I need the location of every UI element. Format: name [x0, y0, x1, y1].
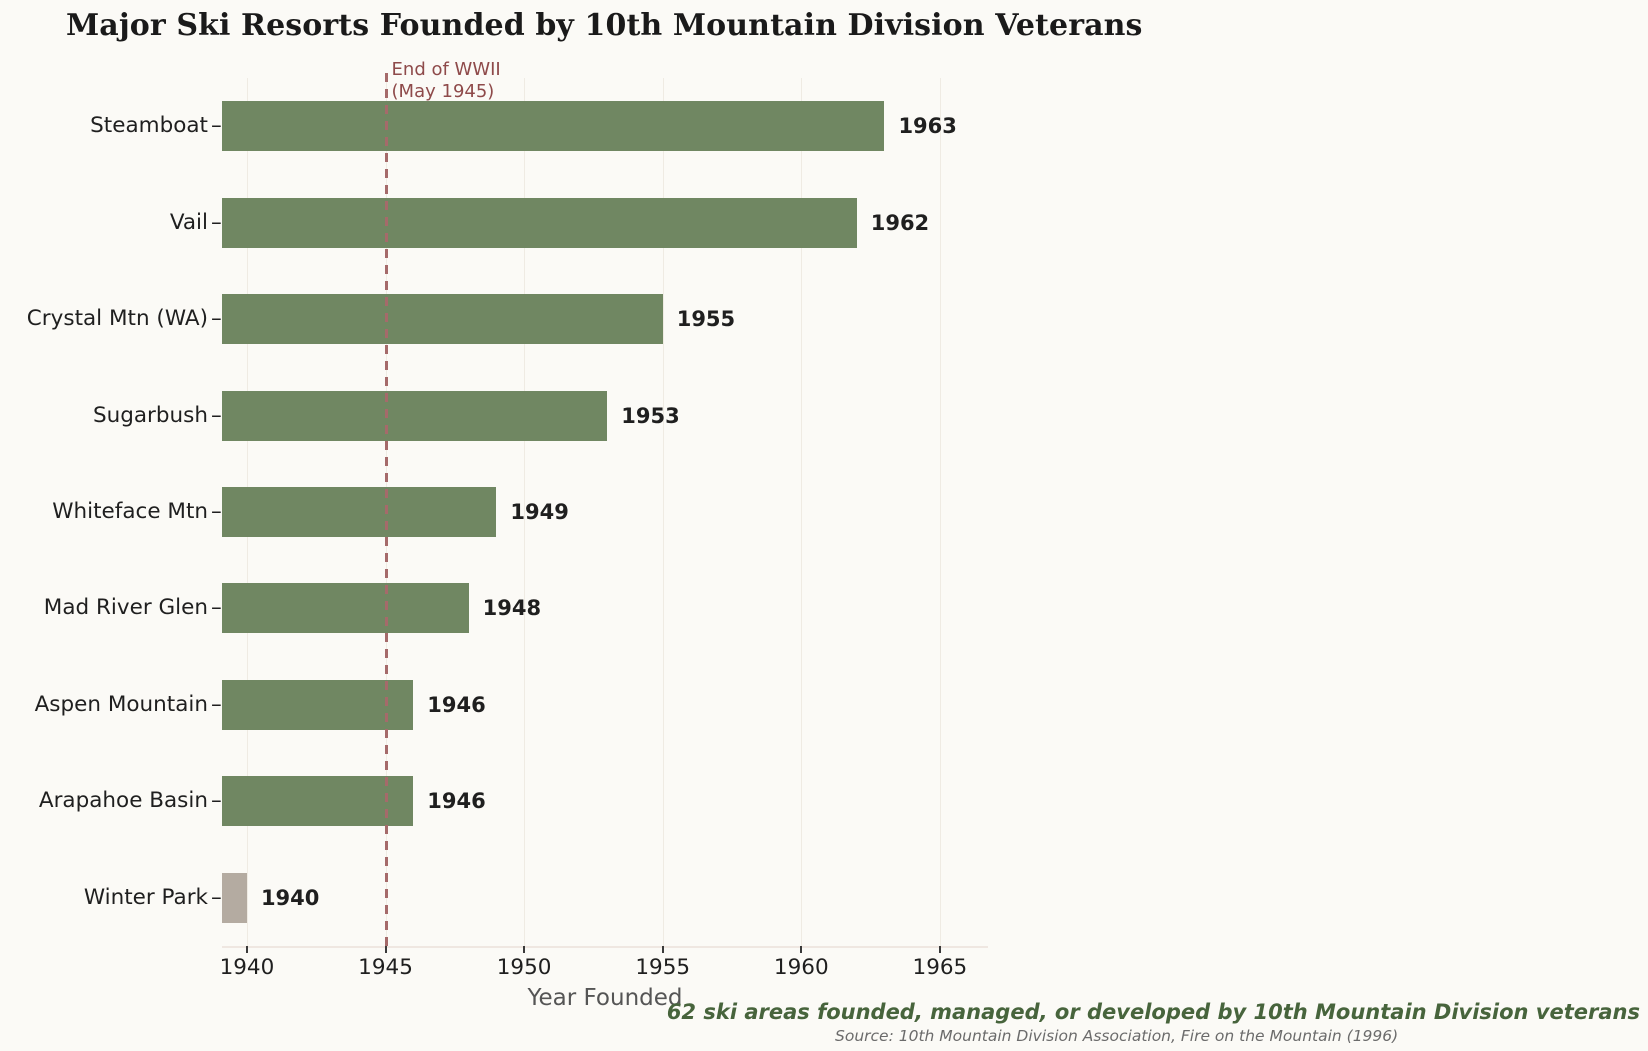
gridline-1955: [662, 78, 664, 946]
y-axis-tick-mark: –: [211, 691, 222, 717]
bar-value-label: 1946: [427, 692, 486, 717]
page-title: Major Ski Resorts Founded by 10th Mounta…: [66, 8, 1143, 43]
x-axis-tick-label: 1950: [496, 955, 552, 980]
bar[interactable]: [222, 872, 247, 923]
y-axis-tick-label: Crystal Mtn (WA): [26, 306, 208, 332]
x-axis-tick-mark: [938, 946, 941, 953]
bar-value-label: 1948: [482, 596, 542, 621]
plot-area: 1963 1962 1955 1953 1949 1948 1946 1946 1940: [222, 73, 987, 951]
y-axis-tick-label: Whiteface Mtn: [52, 499, 208, 524]
y-axis-tick-mark: –: [211, 595, 222, 621]
x-axis-tick-mark: [384, 946, 387, 953]
x-axis-tick-label: 1955: [635, 955, 691, 980]
bar[interactable]: [222, 390, 608, 441]
bar-value-label: 1953: [621, 403, 680, 428]
event-label-line1: End of WWII: [391, 59, 501, 80]
x-axis-tick-mark: [800, 946, 803, 953]
bar-value-label: 1962: [870, 210, 930, 235]
bar-value-label: 1946: [427, 789, 486, 814]
y-axis-tick-label: Winter Park: [83, 884, 208, 910]
x-axis-tick-label: 1945: [358, 955, 413, 980]
bar[interactable]: [222, 776, 414, 827]
gridline-1960: [801, 78, 803, 946]
y-axis-tick-mark: –: [211, 499, 222, 524]
gridline-1965: [939, 78, 941, 946]
bar[interactable]: [222, 197, 857, 248]
y-axis-tick-mark: –: [211, 113, 222, 139]
y-axis-tick-label: Sugarbush: [92, 402, 208, 428]
bar-value-label: 1955: [676, 307, 736, 332]
x-axis-tick-mark: [245, 946, 248, 953]
footer-note: 62 ski areas founded, managed, or develo…: [666, 1000, 1640, 1024]
x-axis-title: Year Founded: [527, 985, 683, 1011]
x-axis-tick-mark: [523, 946, 526, 953]
source-note: Source: 10th Mountain Division Associati…: [835, 1027, 1399, 1045]
bar-value-label: 1963: [898, 114, 957, 139]
y-axis-tick-mark: –: [211, 402, 222, 428]
bar-value-label: 1940: [260, 885, 320, 910]
y-axis-tick-label: Mad River Glen: [43, 595, 208, 621]
y-axis-tick-label: Steamboat: [90, 113, 208, 139]
bar-value-label: 1949: [510, 500, 569, 524]
y-axis-tick-label: Aspen Mountain: [34, 691, 208, 717]
x-axis-tick-label: 1940: [219, 955, 275, 980]
event-line-end-of-wwii: [384, 73, 388, 951]
x-axis-line: [222, 946, 988, 948]
y-axis-tick-mark: –: [211, 209, 222, 235]
bar[interactable]: [222, 101, 885, 152]
event-label-end-of-wwii: End of WWII (May 1945): [392, 59, 501, 103]
bar[interactable]: [222, 679, 414, 730]
bar[interactable]: [222, 583, 469, 634]
bar[interactable]: [222, 487, 497, 537]
x-axis-tick-mark: [661, 946, 664, 953]
y-axis-tick-mark: –: [211, 788, 222, 814]
gridline-1950: [524, 78, 526, 946]
y-axis-tick-mark: –: [211, 884, 222, 910]
y-axis-tick-mark: –: [211, 306, 222, 332]
event-label-line2: (May 1945): [391, 81, 495, 102]
y-axis-tick-label: Arapahoe Basin: [38, 788, 208, 814]
y-axis-tick-label: Vail: [169, 209, 208, 235]
bar[interactable]: [222, 294, 663, 345]
x-axis-tick-label: 1965: [912, 955, 968, 980]
x-axis-tick-label: 1960: [773, 955, 829, 980]
